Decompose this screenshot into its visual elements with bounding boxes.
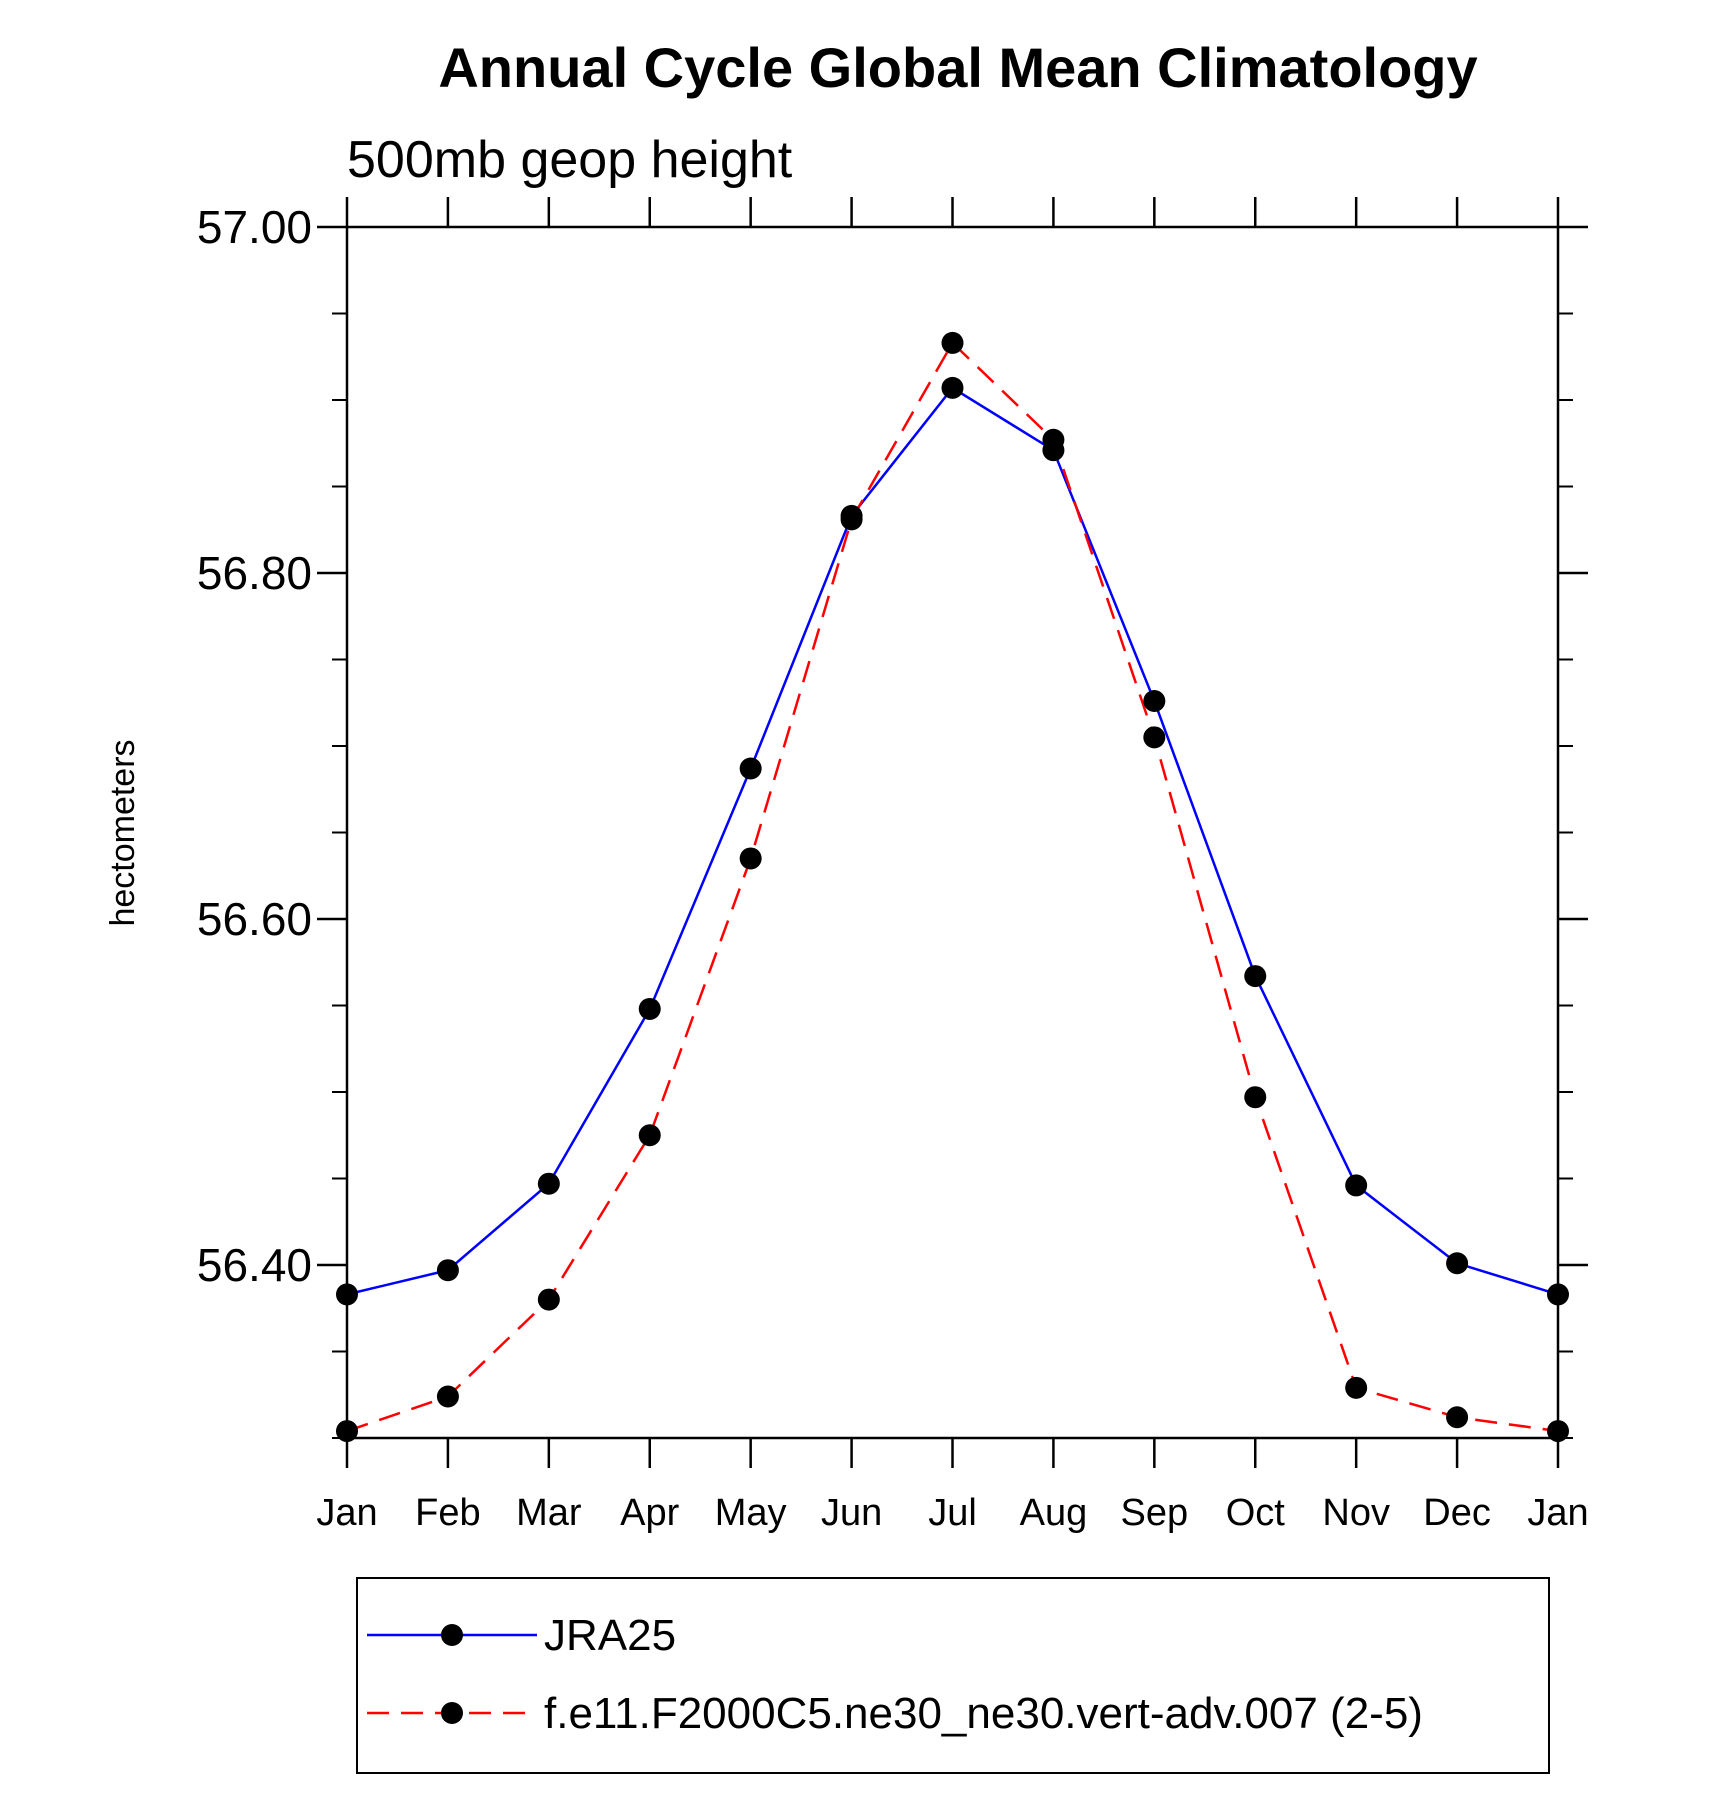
data-point-series-2 [1345, 1376, 1368, 1399]
x-tick-label: Jul [928, 1492, 977, 1534]
legend-items: JRA25 f.e11.F2000C5.ne30_ne30.vert-adv.00… [367, 1611, 1423, 1738]
x-tick-labels: Jan Feb Mar Apr May Jun Jul Aug Sep Oct Nov Dec Jan [316, 1492, 1588, 1534]
x-tick-label: Mar [516, 1492, 582, 1534]
data-point-series-1 [537, 1172, 560, 1195]
legend-label-1: JRA25 [544, 1611, 676, 1660]
data-point-series-2 [1042, 428, 1065, 451]
plot-frame [345, 225, 1560, 1440]
chart-subtitle: 500mb geop height [347, 131, 793, 189]
y-tick-label: 56.40 [197, 1239, 312, 1291]
y-tick-label: 57.00 [197, 201, 312, 253]
x-tick-label: Apr [620, 1492, 679, 1534]
x-tick-label: Jan [1527, 1492, 1588, 1534]
data-point-series-1 [1345, 1174, 1368, 1197]
data-point-series-2 [739, 847, 762, 870]
x-tick-label: Dec [1423, 1492, 1491, 1534]
legend: JRA25 f.e11.F2000C5.ne30_ne30.vert-adv.00… [356, 1577, 1550, 1774]
y-tick-labels: 57.00 56.80 56.60 56.40 [197, 201, 312, 1291]
data-point-series-2 [1143, 726, 1166, 749]
data-point-series-1 [1143, 690, 1166, 713]
data-point-series-1 [436, 1259, 459, 1282]
y-axis-label: hectometers [104, 739, 142, 926]
x-tick-label: Feb [415, 1492, 480, 1534]
series-line-2 [346, 340, 1559, 1433]
data-point-series-2 [1244, 1086, 1267, 1109]
x-tick-label: Nov [1322, 1492, 1390, 1534]
data-point-series-1 [941, 376, 964, 399]
x-tick-label: Jun [821, 1492, 882, 1534]
x-tick-label: Jan [316, 1492, 377, 1534]
axis-ticks [317, 197, 1588, 1468]
data-point-series-2 [436, 1385, 459, 1408]
data-point-series-2 [638, 1124, 661, 1147]
series-line-1 [346, 386, 1559, 1296]
data-point-series-1 [739, 757, 762, 780]
legend-label-2: f.e11.F2000C5.ne30_ne30.vert-adv.007 (2-… [544, 1689, 1423, 1738]
series-layer [336, 331, 1569, 1443]
data-point-series-2 [537, 1288, 560, 1311]
data-point-series-2 [1446, 1406, 1469, 1429]
data-point-series-1 [1244, 965, 1267, 988]
y-tick-label: 56.80 [197, 547, 312, 599]
data-point-series-1 [1446, 1252, 1469, 1275]
x-tick-label: May [715, 1492, 787, 1534]
x-tick-label: Sep [1121, 1492, 1189, 1534]
chart-title: Annual Cycle Global Mean Climatology [438, 36, 1477, 99]
x-tick-label: Oct [1226, 1492, 1286, 1534]
legend-marker-2 [441, 1702, 463, 1724]
legend-marker-1 [441, 1624, 463, 1646]
y-tick-label: 56.60 [197, 893, 312, 945]
data-point-series-2 [840, 508, 863, 531]
data-point-series-2 [941, 331, 964, 354]
legend-box [356, 1577, 1550, 1774]
x-tick-label: Aug [1020, 1492, 1088, 1534]
data-point-series-1 [638, 997, 661, 1020]
